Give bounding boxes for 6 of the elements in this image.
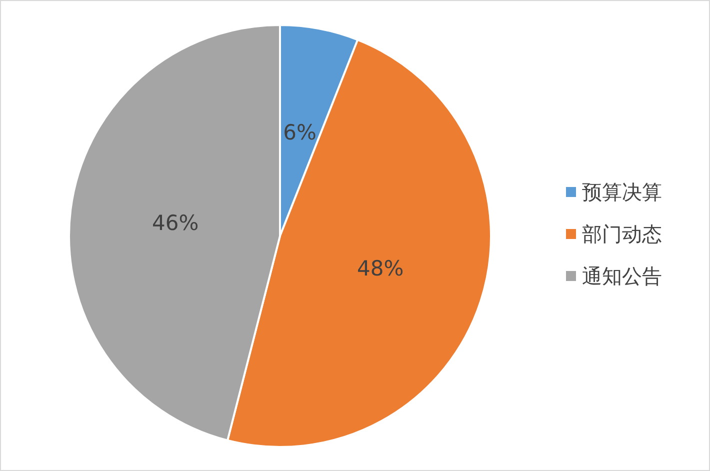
legend-label: 部门动态 <box>582 222 662 246</box>
data-label: 46% <box>152 210 199 235</box>
legend-label: 通知公告 <box>582 264 662 288</box>
data-label: 48% <box>356 256 404 281</box>
data-label: 6% <box>283 120 316 144</box>
legend-label: 预算决算 <box>582 180 662 204</box>
